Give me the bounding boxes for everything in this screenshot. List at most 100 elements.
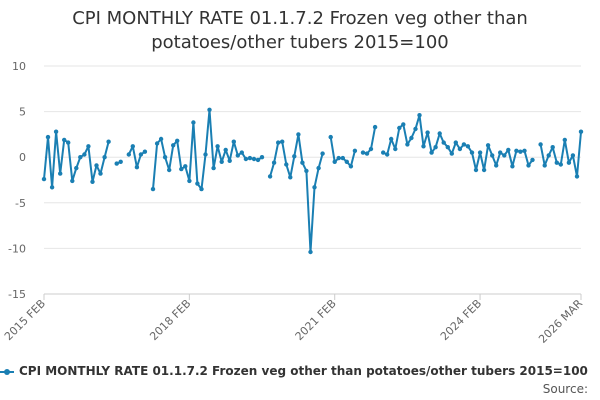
data-point	[316, 165, 321, 171]
data-point	[352, 148, 358, 153]
data-point	[405, 142, 410, 147]
data-point	[183, 164, 188, 169]
data-point	[457, 146, 463, 152]
data-point	[364, 151, 370, 156]
data-point	[126, 152, 131, 157]
data-point	[284, 162, 289, 167]
data-point	[251, 156, 257, 162]
y-tick-label: -15	[8, 288, 26, 301]
data-point	[227, 158, 232, 163]
data-point	[522, 148, 527, 153]
data-point	[154, 141, 160, 146]
data-point	[308, 249, 313, 255]
data-point	[211, 165, 216, 171]
data-point	[566, 160, 572, 165]
y-axis: 10 5 0 -5 -10 -15	[8, 60, 26, 301]
data-point	[425, 130, 430, 135]
data-point	[243, 156, 249, 162]
data-point	[401, 122, 406, 127]
data-point	[578, 129, 584, 134]
data-point	[348, 164, 354, 169]
x-tick-label: 2021 FEB	[293, 297, 339, 343]
data-point	[344, 159, 349, 164]
legend[interactable]: CPI MONTHLY RATE 01.1.7.2 Frozen veg oth…	[0, 362, 600, 382]
data-point	[219, 159, 224, 164]
data-point	[421, 144, 426, 149]
data-point	[207, 107, 212, 113]
data-point	[514, 148, 519, 153]
data-point	[70, 178, 75, 184]
data-point	[203, 152, 208, 157]
data-point	[494, 163, 499, 168]
data-point	[340, 155, 345, 161]
data-point	[259, 155, 265, 160]
data-point	[118, 159, 123, 164]
data-point	[417, 113, 422, 118]
data-point	[142, 149, 148, 154]
x-tick-label: 2018 FEB	[147, 297, 193, 343]
data-point	[255, 157, 261, 163]
data-point	[158, 136, 164, 142]
data-point	[413, 126, 418, 132]
data-point	[130, 144, 135, 149]
data-point	[429, 150, 434, 155]
y-tick-label: -10	[8, 242, 26, 255]
data-point	[134, 165, 140, 170]
data-point	[312, 185, 317, 190]
data-point	[389, 136, 394, 142]
data-point	[66, 140, 71, 145]
data-point	[187, 178, 192, 184]
data-point	[191, 120, 196, 125]
data-point	[231, 139, 236, 144]
x-tick-label: 2015 FEB	[2, 297, 48, 343]
y-tick-label: 5	[19, 106, 26, 119]
data-point	[138, 152, 144, 157]
data-point	[332, 159, 337, 164]
data-point	[445, 145, 450, 150]
chart-title: CPI MONTHLY RATE 01.1.7.2 Frozen veg oth…	[0, 7, 600, 55]
data-point	[78, 155, 83, 160]
series-points	[41, 107, 584, 255]
data-point	[477, 150, 483, 155]
x-tick-label: 2024 FEB	[438, 297, 484, 343]
data-point	[195, 181, 200, 186]
data-point	[562, 137, 567, 143]
data-point	[41, 176, 47, 182]
data-point	[473, 167, 479, 173]
data-point	[267, 174, 273, 179]
data-point	[162, 155, 168, 160]
data-point	[86, 144, 91, 149]
chart-title-line-2: potatoes/other tubers 2015=100	[151, 32, 449, 53]
series-line	[43, 108, 582, 253]
data-point	[570, 153, 576, 158]
data-point	[304, 168, 309, 174]
data-point	[518, 149, 523, 154]
data-point	[538, 142, 543, 147]
data-point	[328, 134, 333, 140]
data-point	[300, 160, 305, 165]
data-point	[465, 144, 471, 149]
legend-marker	[4, 369, 10, 375]
data-point	[437, 131, 442, 136]
data-point	[199, 186, 204, 192]
data-point	[485, 143, 491, 148]
data-point	[360, 150, 366, 155]
data-point	[336, 155, 341, 161]
data-point	[368, 146, 374, 152]
data-point	[449, 151, 454, 156]
gridlines	[44, 65, 581, 295]
data-point	[175, 138, 180, 143]
data-point	[58, 171, 63, 176]
data-point	[106, 139, 111, 144]
chart-title-line-1: CPI MONTHLY RATE 01.1.7.2 Frozen veg oth…	[72, 8, 528, 29]
data-point	[490, 153, 495, 158]
data-point	[393, 146, 398, 152]
data-point	[574, 174, 580, 179]
data-point	[171, 143, 176, 148]
source-label: Source:	[542, 382, 588, 396]
data-point	[292, 154, 297, 159]
data-point	[271, 160, 277, 165]
data-point	[550, 145, 555, 150]
data-point	[82, 152, 87, 157]
